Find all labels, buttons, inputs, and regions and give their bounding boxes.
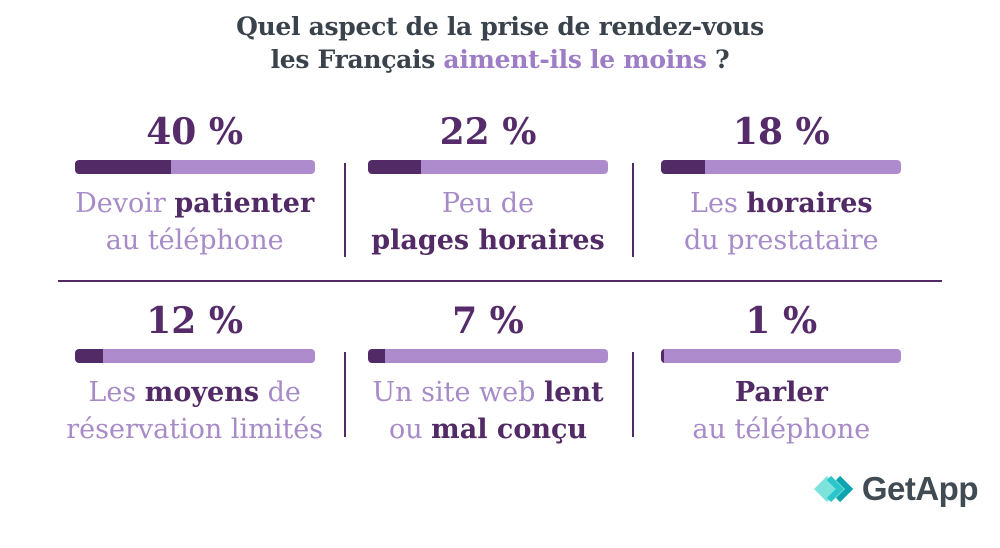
column-divider — [632, 352, 634, 437]
page-title: Quel aspect de la prise de rendez-vous l… — [0, 10, 1000, 76]
stat-label-segment: Les — [88, 377, 145, 408]
stat-label: Les horaires du prestataire — [635, 185, 928, 259]
stat-label-segment: Un site web — [372, 377, 545, 408]
stat-label-line: plages horaires — [341, 222, 634, 259]
stat-percent: 12 % — [146, 300, 244, 342]
stat-label-line: au téléphone — [48, 222, 341, 259]
stat-label-segment: au téléphone — [692, 414, 871, 445]
stat-label-line: réservation limités — [48, 411, 341, 448]
column-divider — [344, 352, 346, 437]
stat-cell: 22 % Peu de plages horaires — [341, 108, 634, 259]
stat-cell: 1 % Parler au téléphone — [635, 297, 928, 448]
stat-label-line: au téléphone — [635, 411, 928, 448]
row-divider — [58, 280, 942, 282]
stat-label-segment: de — [259, 377, 301, 408]
stat-label-segment: au téléphone — [105, 225, 284, 256]
stat-cell: 18 % Les horaires du prestataire — [635, 108, 928, 259]
stat-label-segment: moyens — [144, 377, 260, 408]
stat-percent: 18 % — [732, 111, 830, 153]
stat-label-line: Parler — [635, 374, 928, 411]
stat-label-segment: Peu de — [441, 188, 535, 219]
column-divider — [344, 163, 346, 257]
stat-label: Un site web lent ou mal conçu — [341, 374, 634, 448]
getapp-logo-icon — [813, 475, 854, 503]
stat-label-segment: patienter — [174, 188, 315, 219]
stat-label-line: Les horaires — [635, 185, 928, 222]
stat-label-segment: ou — [388, 414, 432, 445]
stat-label-segment: lent — [544, 377, 604, 408]
stat-label-segment: du prestataire — [683, 225, 879, 256]
stat-percent: 1 % — [745, 300, 818, 342]
stat-label-line: Peu de — [341, 185, 634, 222]
stat-label: Devoir patienter au téléphone — [48, 185, 341, 259]
stat-bar-fill — [74, 160, 171, 174]
stat-bar — [74, 349, 315, 363]
stat-label: Les moyens de réservation limités — [48, 374, 341, 448]
stat-percent: 7 % — [452, 300, 524, 342]
title-highlight: aiment-ils le moins — [443, 45, 707, 74]
stat-label: Peu de plages horaires — [341, 185, 634, 259]
stat-label-segment: mal conçu — [431, 414, 588, 445]
stat-label-line: Un site web lent — [341, 374, 634, 411]
stat-bar-fill — [661, 160, 705, 174]
stat-cell: 40 % Devoir patienter au téléphone — [48, 108, 341, 259]
stat-percent: 40 % — [146, 111, 244, 153]
stat-bar-fill — [661, 349, 664, 363]
stat-label: Parler au téléphone — [635, 374, 928, 448]
title-line-2-prefix: les Français — [270, 45, 444, 74]
stat-bar-fill — [367, 349, 385, 363]
stat-label-segment: plages horaires — [371, 225, 605, 256]
stat-bar-fill — [367, 160, 421, 174]
stat-bar — [367, 349, 608, 363]
stats-grid: 40 % Devoir patienter au téléphone 22 % Peu … — [48, 108, 928, 448]
title-line-1: Quel aspect de la prise de rendez-vous — [236, 12, 764, 41]
stat-label-segment: horaires — [746, 188, 873, 219]
title-line-2: les Français aiment-ils le moins ? — [0, 43, 1000, 76]
title-line-2-suffix: ? — [706, 45, 730, 74]
stat-label-line: ou mal conçu — [341, 411, 634, 448]
stat-label-segment: Parler — [734, 377, 828, 408]
getapp-logo: GetApp — [813, 470, 979, 508]
stat-label-line: Devoir patienter — [48, 185, 341, 222]
stat-bar — [661, 160, 902, 174]
stat-label-segment: Les — [690, 188, 747, 219]
column-divider — [632, 163, 634, 257]
stat-label-segment: Devoir — [75, 188, 175, 219]
stat-bar — [661, 349, 902, 363]
stat-bar-fill — [74, 349, 104, 363]
stat-cell: 7 % Un site web lent ou mal conçu — [341, 297, 634, 448]
stat-bar — [367, 160, 608, 174]
stat-bar — [74, 160, 315, 174]
getapp-logo-text: GetApp — [861, 470, 979, 507]
stat-cell: 12 % Les moyens de réservation limités — [48, 297, 341, 448]
stat-percent: 22 % — [439, 111, 537, 153]
stat-label-segment: réservation limités — [66, 414, 324, 445]
stat-label-line: Les moyens de — [48, 374, 341, 411]
stat-label-line: du prestataire — [635, 222, 928, 259]
